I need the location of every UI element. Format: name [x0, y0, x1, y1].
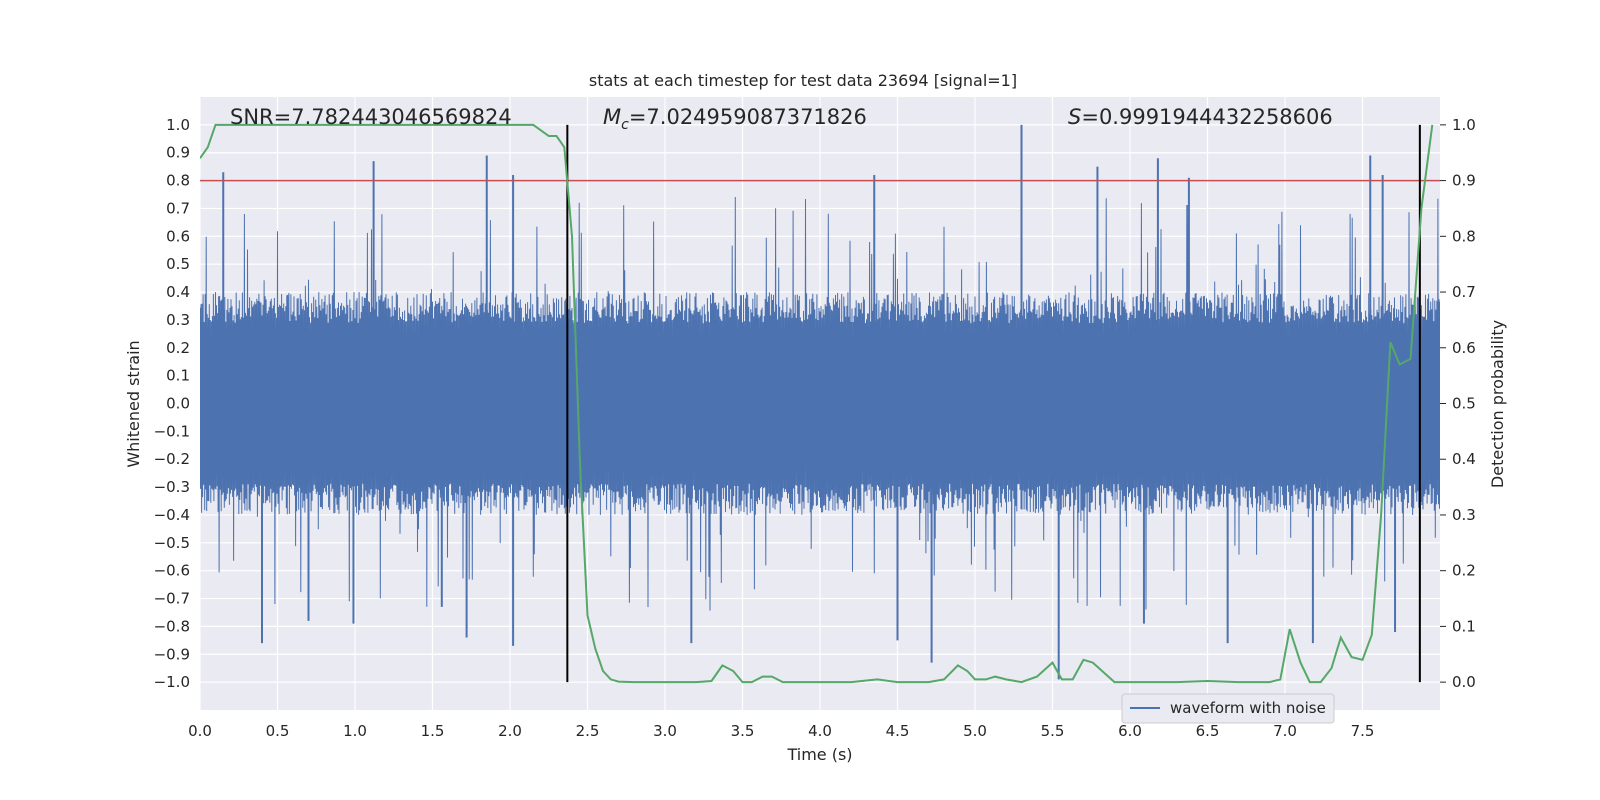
- y-tick-label: −0.2: [154, 450, 190, 468]
- x-tick-label: 4.5: [886, 722, 910, 740]
- y-tick-label: 0.2: [166, 339, 190, 357]
- y-tick-label: 0.8: [166, 172, 190, 190]
- chart-title: stats at each timestep for test data 236…: [589, 71, 1017, 90]
- x-tick-label: 1.5: [421, 722, 445, 740]
- y-axis-label: Whitened strain: [124, 340, 143, 467]
- y-tick-label: −0.3: [154, 478, 190, 496]
- y2-tick-label: 0.6: [1452, 339, 1476, 357]
- s-symbol: S: [1068, 105, 1081, 129]
- legend: waveform with noise: [1121, 693, 1335, 724]
- y2-tick-label: 0.7: [1452, 283, 1476, 301]
- y-tick-label: 0.3: [166, 311, 190, 329]
- y-tick-label: −0.9: [154, 645, 190, 663]
- x-tick-label: 6.5: [1196, 722, 1220, 740]
- y-tick-label: 0.6: [166, 227, 190, 245]
- mc-annotation: Mc=7.024959087371826: [603, 105, 867, 133]
- legend-box: [1121, 693, 1335, 724]
- s-value: =0.9991944432258606: [1081, 105, 1332, 129]
- x-axis-ticks: 0.0 0.5 1.0 1.5 2.0 2.5 3.0 3.5 4.0 4.5 5.0 5.5 6.0 6…: [188, 722, 1374, 740]
- y2-tick-label: 0.1: [1452, 617, 1476, 635]
- y2-tick-label: 0.0: [1452, 673, 1476, 691]
- x-tick-label: 1.0: [343, 722, 367, 740]
- waveform-with-noise-series: [200, 196, 1440, 611]
- y2-tick-label: 0.8: [1452, 227, 1476, 245]
- y-tick-label: −0.1: [154, 422, 190, 440]
- y-tick-label: −0.8: [154, 617, 190, 635]
- x-tick-label: 3.5: [731, 722, 755, 740]
- x-axis-label: Time (s): [786, 745, 852, 764]
- x-tick-label: 2.5: [576, 722, 600, 740]
- y2-tick-label: 0.2: [1452, 562, 1476, 580]
- mc-subscript: c: [621, 117, 629, 133]
- y-tick-label: 1.0: [166, 116, 190, 134]
- snr-annotation: SNR=7.782443046569824: [230, 105, 512, 129]
- y-axis-ticks: −1.0 −0.9 −0.8 −0.7 −0.6 −0.5 −0.4 −0.3 −0.2 −0.1…: [154, 116, 190, 691]
- x-tick-label: 0.5: [266, 722, 290, 740]
- y-tick-label: 0.9: [166, 144, 190, 162]
- y-tick-label: −1.0: [154, 673, 190, 691]
- x-tick-label: 0.0: [188, 722, 212, 740]
- x-tick-label: 7.5: [1351, 722, 1375, 740]
- x-tick-label: 2.0: [498, 722, 522, 740]
- y2-axis-ticks: 0.0 0.1 0.2 0.3 0.4 0.5 0.6 0.7 0.8 0.9 1.0: [1440, 116, 1476, 691]
- y-tick-label: 0.7: [166, 199, 190, 217]
- y-tick-label: 0.1: [166, 367, 190, 385]
- x-tick-label: 4.0: [808, 722, 832, 740]
- x-tick-label: 6.0: [1118, 722, 1142, 740]
- mc-symbol: M: [603, 105, 621, 129]
- y2-tick-label: 1.0: [1452, 116, 1476, 134]
- y2-tick-label: 0.3: [1452, 506, 1476, 524]
- y-tick-label: 0.0: [166, 395, 190, 413]
- waveform-peaks: [222, 124, 1397, 680]
- x-tick-label: 7.0: [1273, 722, 1297, 740]
- waveform-noise-trace: [200, 196, 1440, 611]
- y2-axis-label: Detection probability: [1488, 320, 1507, 488]
- y-tick-label: 0.4: [166, 283, 190, 301]
- detection-probability-line: [200, 123, 1434, 684]
- y-tick-label: 0.5: [166, 255, 190, 273]
- y-tick-label: −0.6: [154, 562, 190, 580]
- y-tick-label: −0.7: [154, 590, 190, 608]
- legend-entry-waveform: waveform with noise: [1170, 699, 1326, 717]
- x-tick-label: 5.5: [1041, 722, 1065, 740]
- y2-tick-label: 0.5: [1452, 395, 1476, 413]
- y-tick-label: −0.4: [154, 506, 190, 524]
- y2-tick-label: 0.9: [1452, 172, 1476, 190]
- x-tick-label: 3.0: [653, 722, 677, 740]
- y-tick-label: −0.5: [154, 534, 190, 552]
- mc-value: =7.024959087371826: [629, 105, 867, 129]
- x-tick-label: 5.0: [963, 722, 987, 740]
- s-annotation: S=0.9991944432258606: [1068, 105, 1333, 129]
- y2-tick-label: 0.4: [1452, 450, 1476, 468]
